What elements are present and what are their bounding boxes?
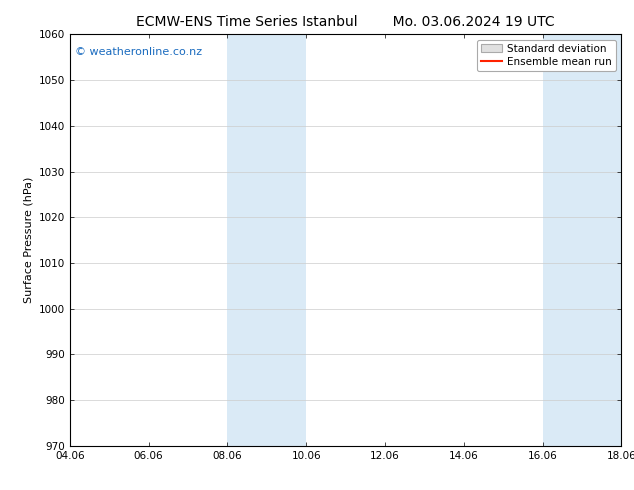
Bar xyxy=(228,34,306,446)
Legend: Standard deviation, Ensemble mean run: Standard deviation, Ensemble mean run xyxy=(477,40,616,71)
Bar xyxy=(543,34,621,446)
Title: ECMW-ENS Time Series Istanbul        Mo. 03.06.2024 19 UTC: ECMW-ENS Time Series Istanbul Mo. 03.06.… xyxy=(136,15,555,29)
Y-axis label: Surface Pressure (hPa): Surface Pressure (hPa) xyxy=(23,177,33,303)
Text: © weatheronline.co.nz: © weatheronline.co.nz xyxy=(75,47,202,57)
